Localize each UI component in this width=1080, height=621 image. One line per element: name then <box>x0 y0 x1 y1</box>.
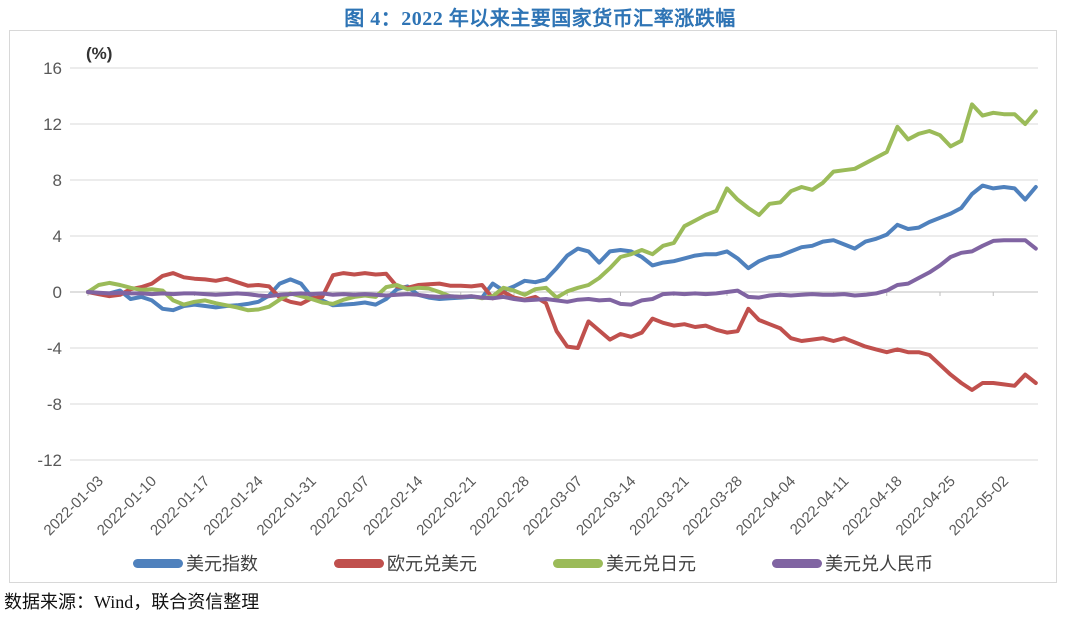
legend-swatch-eur-usd <box>334 558 384 568</box>
chart-plot: 16 12 8 4 0 -4 -8 -12 2022-01-032022-01-102022-… <box>37 44 1038 539</box>
figure-title: 图 4：2022 年以来主要国家货币汇率涨跌幅 <box>344 8 736 30</box>
y-tick-label: -8 <box>47 395 62 414</box>
series-line-usd-jpy <box>86 102 1038 313</box>
y-tick-label: 8 <box>53 171 62 190</box>
y-tick-label: -12 <box>37 451 62 470</box>
legend-label-usd-cny: 美元兑人民币 <box>825 554 933 574</box>
y-tick-label: 16 <box>43 59 62 78</box>
legend-swatch-usd-index <box>133 558 183 568</box>
y-tick-label: 0 <box>53 283 62 302</box>
x-axis-labels: 2022-01-032022-01-102022-01-172022-01-24… <box>41 473 1013 539</box>
series-line-usd-cny <box>86 238 1038 307</box>
legend-item-usd-cny: 美元兑人民币 <box>772 550 933 576</box>
series-lines <box>86 102 1038 392</box>
legend-item-usd-index: 美元指数 <box>133 550 258 576</box>
series-line-eur-usd <box>86 271 1038 392</box>
legend-swatch-usd-cny <box>772 558 822 568</box>
chart-frame: 16 12 8 4 0 -4 -8 -12 2022-01-03 2022-01-10 2022-… <box>9 30 1057 583</box>
chart-legend: 美元指数 欧元兑美元 美元兑日元 美元兑人民币 <box>10 550 1056 576</box>
legend-label-usd-jpy: 美元兑日元 <box>606 554 696 574</box>
y-axis-unit-label: (%) <box>86 44 112 63</box>
legend-item-usd-jpy: 美元兑日元 <box>553 550 696 576</box>
series-line-usd-index <box>86 183 1038 313</box>
legend-label-usd-index: 美元指数 <box>186 554 258 574</box>
y-tick-label: 4 <box>53 227 62 246</box>
legend-label-eur-usd: 欧元兑美元 <box>387 554 477 574</box>
y-gridlines <box>70 67 1038 461</box>
data-source-note: 数据来源：Wind，联合资信整理 <box>4 592 260 612</box>
legend-item-eur-usd: 欧元兑美元 <box>334 550 477 576</box>
y-tick-label: 12 <box>43 115 62 134</box>
y-tick-label: -4 <box>47 339 62 358</box>
y-axis-labels: 16 12 8 4 0 -4 -8 -12 <box>37 59 62 470</box>
legend-swatch-usd-jpy <box>553 558 603 568</box>
